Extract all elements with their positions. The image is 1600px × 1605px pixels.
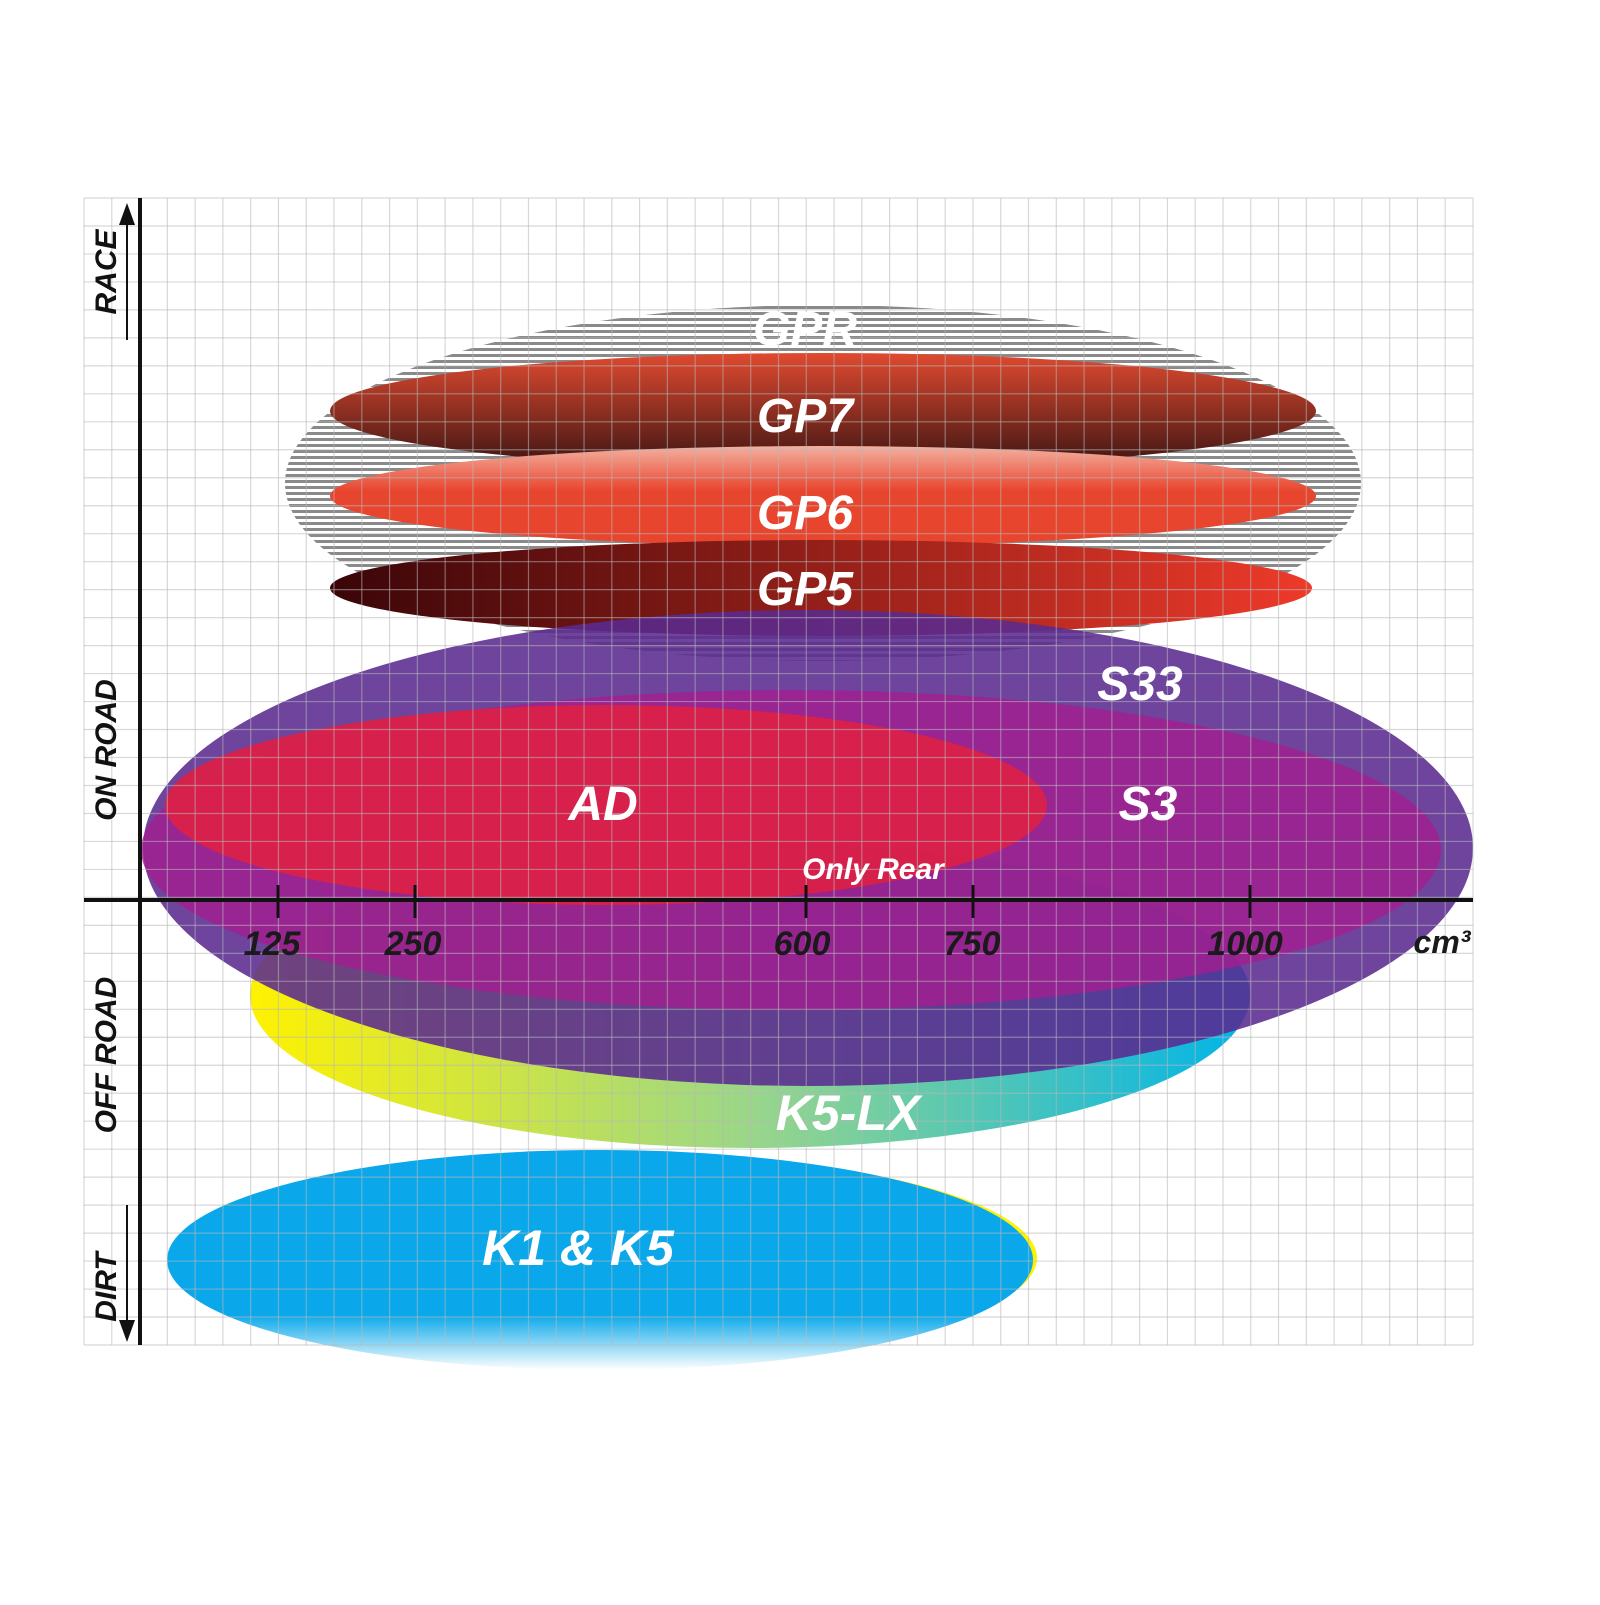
- tire-label-k1k5: K1 & K5: [482, 1220, 675, 1276]
- y-axis-label: ON ROAD: [90, 679, 123, 821]
- y-axis-label: DIRT: [90, 1250, 123, 1322]
- y-axis-label: RACE: [90, 229, 123, 315]
- tire-range-ad: [165, 705, 1047, 905]
- tire-range-gp5: [330, 540, 1312, 636]
- tire-label-gpr: GPR: [753, 303, 857, 356]
- up-arrow-head-icon: [119, 203, 135, 225]
- down-arrow-head-icon: [119, 1320, 135, 1342]
- x-tick-label: 750: [944, 925, 1001, 963]
- tire-label-s33: S33: [1097, 658, 1183, 711]
- x-tick-label: 250: [384, 925, 442, 963]
- tire-label-k5lx: K5-LX: [776, 1085, 923, 1141]
- tire-label-s3: S3: [1119, 778, 1178, 831]
- grid: [83, 197, 1474, 1346]
- tire-range-gp6: [330, 446, 1316, 546]
- x-tick-label: 125: [244, 925, 302, 963]
- x-tick-label: 1000: [1207, 925, 1283, 963]
- x-tick-label: 600: [774, 925, 831, 963]
- only-rear-annotation: Only Rear: [802, 853, 946, 886]
- tire-label-ad: AD: [567, 778, 637, 831]
- y-axis-label: OFF ROAD: [90, 977, 123, 1134]
- tire-label-gp7: GP7: [757, 390, 855, 443]
- tire-label-gp5: GP5: [757, 563, 854, 616]
- tire-label-gp6: GP6: [757, 487, 853, 540]
- x-unit-label: cm³: [1414, 924, 1472, 960]
- tire-range-gp7: [330, 353, 1316, 469]
